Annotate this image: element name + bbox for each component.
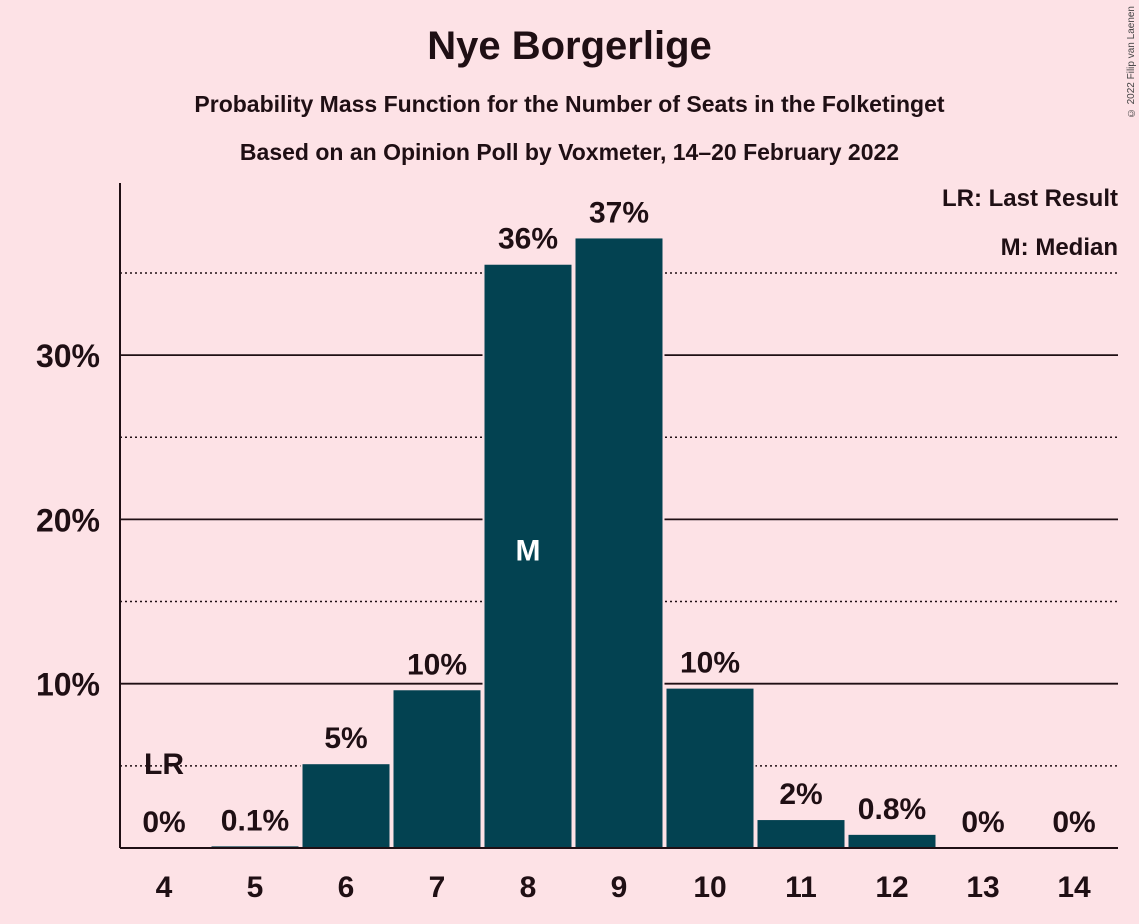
bar <box>484 264 572 848</box>
x-tick-label: 12 <box>875 871 908 904</box>
value-label: 0% <box>1052 806 1095 839</box>
chart-subtitle: Probability Mass Function for the Number… <box>194 91 945 117</box>
x-tick-label: 7 <box>429 871 446 904</box>
bar <box>848 834 936 848</box>
value-label: 0.8% <box>858 793 926 826</box>
x-tick-label: 11 <box>785 871 817 904</box>
value-label: 0.1% <box>221 804 289 837</box>
x-tick-label: 8 <box>520 871 537 904</box>
value-label: 0% <box>961 806 1004 839</box>
bar <box>666 688 754 848</box>
value-label: 36% <box>498 223 558 256</box>
value-label: 10% <box>407 648 467 681</box>
chart-subtitle-source: Based on an Opinion Poll by Voxmeter, 14… <box>239 139 900 165</box>
x-tick-label: 10 <box>693 871 726 904</box>
bar <box>757 820 845 848</box>
bars <box>209 238 938 848</box>
value-label: 0% <box>142 806 185 839</box>
x-tick-label: 14 <box>1057 871 1091 904</box>
bar <box>393 690 481 848</box>
bar <box>302 764 390 848</box>
value-label: 2% <box>779 778 822 811</box>
axes: 10% 20% 30% 4 5 6 7 8 9 10 11 12 13 14 <box>36 183 1118 904</box>
value-label: 37% <box>589 196 649 229</box>
y-tick-label: 20% <box>36 502 100 538</box>
x-tick-label: 5 <box>247 871 264 904</box>
y-tick-label: 10% <box>36 667 100 703</box>
y-tick-label: 30% <box>36 338 100 374</box>
last-result-marker: LR <box>144 748 184 781</box>
bar <box>575 238 663 848</box>
legend-last-result: LR: Last Result <box>941 185 1118 212</box>
median-marker: M <box>516 534 541 567</box>
value-label: 5% <box>324 722 367 755</box>
x-tick-label: 6 <box>338 871 355 904</box>
x-tick-label: 9 <box>611 871 628 904</box>
chart-title: Nye Borgerlige <box>427 24 712 68</box>
x-tick-label: 4 <box>156 871 173 904</box>
x-tick-label: 13 <box>966 871 999 904</box>
value-labels: 0% LR 0.1% 5% 10% 36% M 37% 10% 2% 0.8% 0% 0% <box>142 196 1095 839</box>
legend-median: M: Median <box>1000 234 1118 261</box>
value-label: 10% <box>680 647 740 680</box>
